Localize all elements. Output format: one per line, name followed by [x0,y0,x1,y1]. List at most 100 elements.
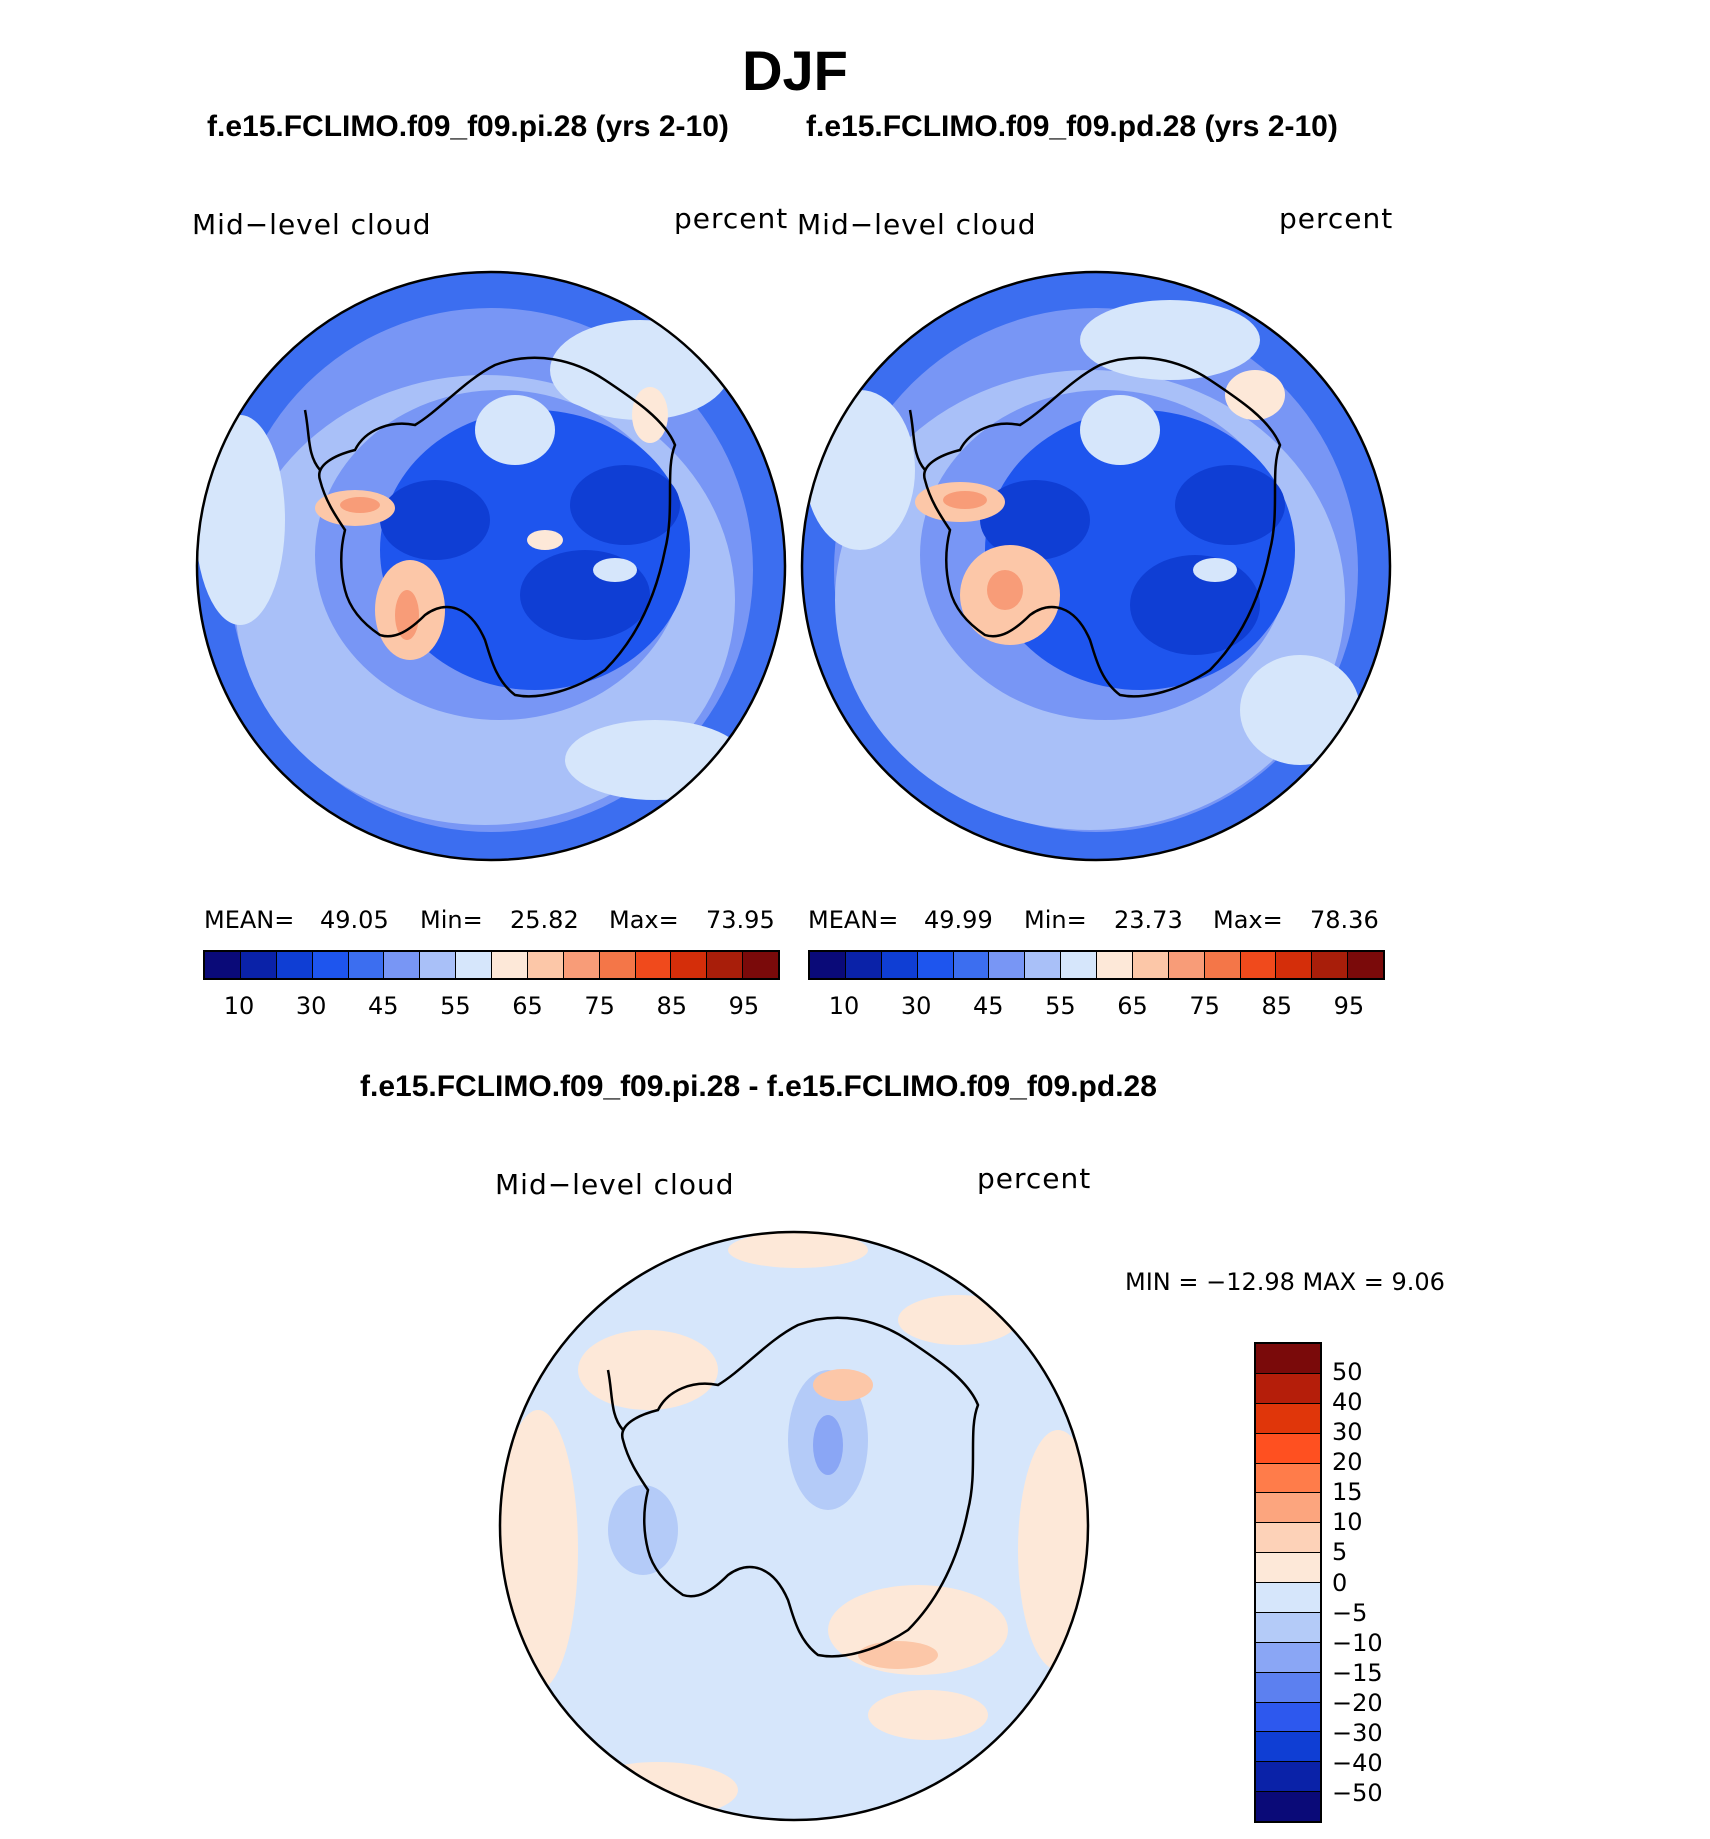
map-right-polar [800,270,1392,862]
colorbar-tick-label: −40 [1332,1748,1383,1777]
colorbar-swatch [1132,952,1169,978]
mean-value: 49.99 [924,906,993,934]
colorbar-right-ticks: 10 30 45 55 65 75 85 95 [808,992,1385,1020]
colorbar-swatch [1025,952,1062,978]
field-light-dome [1080,395,1160,465]
colorbar-tick-label: 65 [1117,992,1148,1020]
colorbar-swatch [881,952,918,978]
colorbar-swatch [1256,1732,1320,1763]
field-cool-ross [608,1485,678,1575]
colorbar-swatch [989,952,1026,978]
field-warm-west [500,1410,578,1690]
colorbar-swatch [707,952,744,978]
colorbar-right [808,950,1385,980]
colorbar-swatch [1256,1463,1320,1494]
field-warm-north [632,387,668,443]
field-warmer-ross [987,570,1023,610]
field-light-spot [593,558,637,582]
field-light-dome [475,395,555,465]
field-light-patch-north [1080,300,1260,380]
colorbar-tick-label: 55 [1045,992,1076,1020]
colorbar-tick-label: 0 [1332,1568,1348,1597]
colorbar-tick-label: −10 [1332,1628,1383,1657]
max-label: Max= [609,906,679,934]
map-left-boundary [195,270,787,862]
map-left-polar [195,270,787,862]
colorbar-swatch [1256,1403,1320,1434]
colorbar-swatch [1276,952,1313,978]
panel-left-case-title: f.e15.FCLIMO.f09_f09.pi.28 (yrs 2-10) [207,110,729,143]
field-warmer-peninsula [943,491,987,509]
diff-panel-title: f.e15.FCLIMO.f09_f09.pi.28 - f.e15.FCLIM… [360,1070,1157,1103]
field-light-spot [1193,558,1237,582]
colorbar-tick-label: 10 [828,992,860,1020]
colorbar-swatch [599,952,636,978]
diff-units-label: percent [977,1162,1092,1195]
field-light-patch-south [565,720,745,800]
colorbar-swatch [1256,1373,1320,1404]
colorbar-tick-label: 45 [973,992,1004,1020]
field-warmer-north-continent [813,1369,873,1401]
colorbar-swatch [1204,952,1241,978]
colorbar-swatch [492,952,528,978]
colorbar-swatch [1061,952,1097,978]
colorbar-diff [1254,1342,1322,1823]
colorbar-left [203,950,780,980]
map-diff-boundary [498,1230,1090,1822]
mean-label: MEAN= [808,906,899,934]
colorbar-swatch [1256,1433,1320,1464]
colorbar-tick-label: 40 [1332,1388,1363,1417]
panel-left-stats: MEAN= 49.05 Min= 25.82 Max= 73.95 [204,906,780,936]
colorbar-swatch [1097,952,1133,978]
colorbar-swatch [953,952,990,978]
colorbar-swatch [671,952,708,978]
colorbar-swatch [1256,1642,1320,1673]
colorbar-swatch [917,952,954,978]
colorbar-tick-label: −15 [1332,1658,1383,1687]
field-warm-top [728,1232,868,1268]
colorbar-tick-label: 10 [1332,1508,1363,1537]
colorbar-tick-label: 50 [1332,1358,1363,1387]
mean-value: 49.05 [320,906,389,934]
colorbar-swatch [240,952,277,978]
panel-left-units-label: percent [674,202,789,235]
panel-right-case-title: f.e15.FCLIMO.f09_f09.pd.28 (yrs 2-10) [806,110,1338,143]
colorbar-tick-label: 65 [512,992,543,1020]
antarctica-coastline [318,356,677,698]
field-core-west [980,480,1090,560]
field-light-patch-west [197,415,285,625]
field-warm-northwest [578,1330,718,1410]
colorbar-tick-label: 15 [1332,1478,1363,1507]
colorbar-swatch [527,952,564,978]
colorbar-swatch [1256,1702,1320,1733]
min-label: Min= [420,906,483,934]
colorbar-tick-label: −5 [1332,1598,1368,1627]
colorbar-swatch [1256,1553,1320,1583]
colorbar-swatch [1240,952,1277,978]
colorbar-swatch [1256,1344,1320,1374]
colorbar-swatch [384,952,421,978]
min-label: Min= [1024,906,1087,934]
figure-title: DJF [742,39,848,102]
mean-label: MEAN= [204,906,295,934]
max-value: 78.36 [1310,906,1379,934]
panel-left-variable-label: Mid−level cloud [192,208,432,241]
colorbar-tick-label: 30 [295,992,327,1020]
colorbar-swatch [810,952,846,978]
field-core-east [570,465,680,545]
min-value: 23.73 [1114,906,1183,934]
colorbar-swatch [348,952,385,978]
peninsula-coast [908,409,926,471]
field-warm-spot [527,530,563,550]
colorbar-swatch [420,952,457,978]
antarctica-coastline [621,1316,980,1658]
field-warmer-south-coast [858,1641,938,1669]
max-value: 73.95 [706,906,775,934]
colorbar-tick-label: 85 [656,992,688,1020]
colorbar-tick-label: 20 [1332,1448,1363,1477]
colorbar-tick-label: 85 [1261,992,1293,1020]
peninsula-coast [303,409,321,471]
colorbar-tick-label: −20 [1332,1688,1383,1717]
min-value: 25.82 [510,906,579,934]
colorbar-swatch [456,952,492,978]
